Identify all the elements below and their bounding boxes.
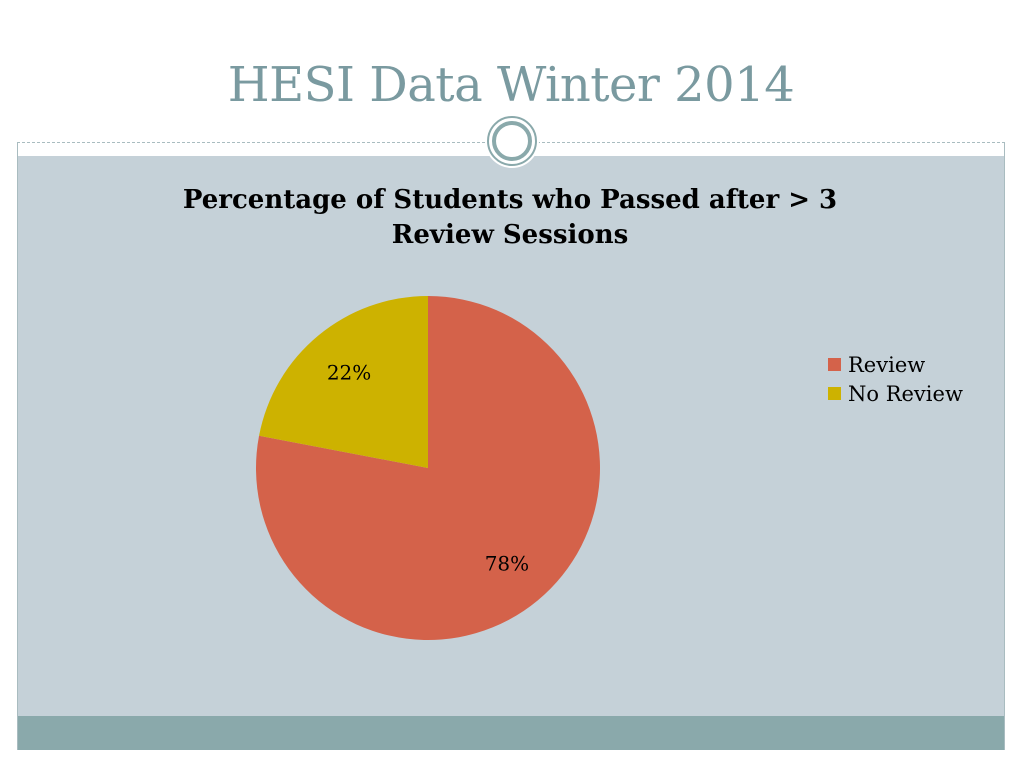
legend-swatch-no-review <box>828 387 841 400</box>
chart-title-line-1: Percentage of Students who Passed after … <box>182 185 838 215</box>
pie-slice-no-review <box>259 296 428 468</box>
legend-item-review: Review <box>828 350 963 379</box>
data-label-no-review: 22% <box>327 361 371 385</box>
footer-band <box>18 716 1004 750</box>
legend-swatch-review <box>828 358 841 371</box>
legend-item-no-review: No Review <box>828 379 963 408</box>
legend-label-no-review: No Review <box>848 381 963 406</box>
chart-title: Percentage of Students who Passed after … <box>140 183 880 253</box>
slide-title: HESI Data Winter 2014 <box>227 57 795 113</box>
chart-title-line-2: Review Sessions <box>391 220 629 250</box>
legend-label-review: Review <box>848 352 926 377</box>
chart-legend: Review No Review <box>828 350 963 408</box>
circle-ornament-icon <box>485 114 539 168</box>
data-label-review: 78% <box>485 551 529 575</box>
